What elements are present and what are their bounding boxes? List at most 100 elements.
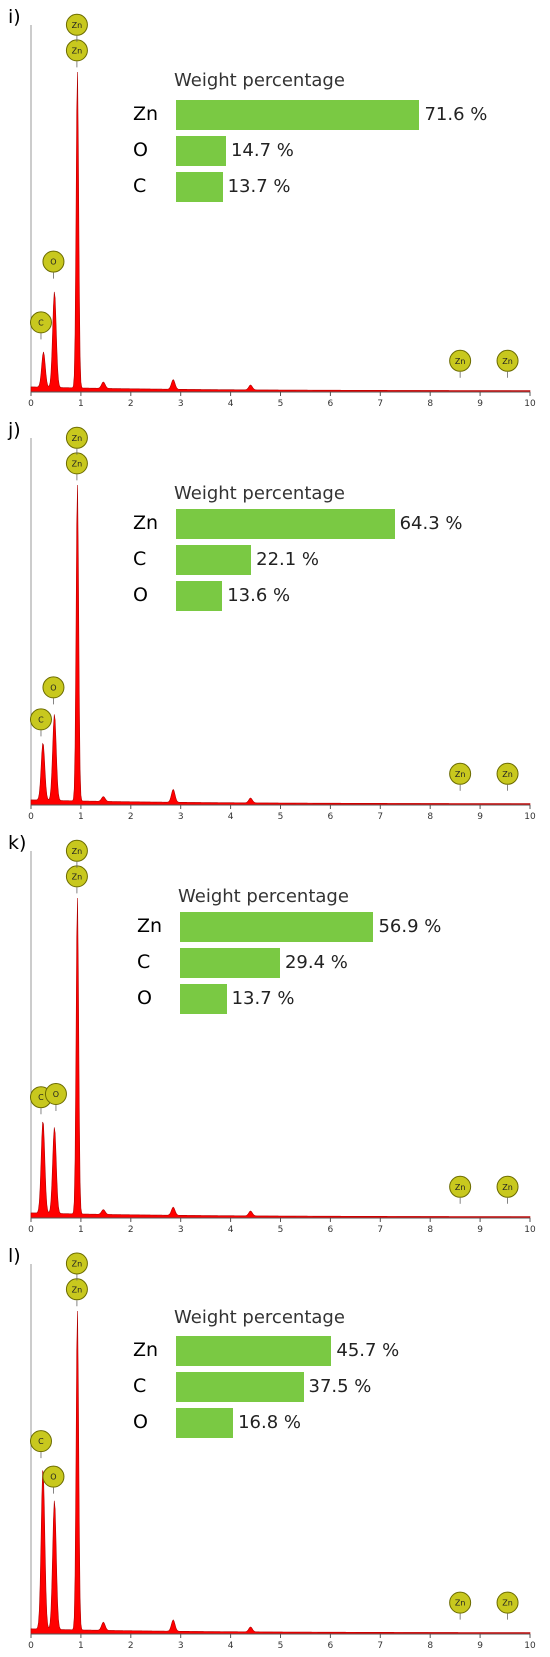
spectrum-area (30, 897, 531, 1219)
x-tick-label: 1 (78, 399, 84, 409)
eds-panel-j: j) 0 1 2 3 4 5 6 7 8 9 10 C O Zn Zn Zn Zn Weight percent… (0, 413, 550, 828)
element-marker: Zn (496, 1175, 519, 1204)
bar-value-label: 14.7 % (230, 140, 294, 161)
weight-bar (176, 136, 226, 166)
element-marker-label: C (38, 1437, 44, 1446)
element-marker-label: C (38, 715, 44, 724)
bar-row-zn: Zn 56.9 % (137, 912, 517, 942)
x-tick-label: 2 (128, 1225, 134, 1235)
bar-category-label: C (133, 548, 147, 570)
weight-bar (176, 545, 252, 575)
element-marker: C (29, 1430, 52, 1459)
element-marker-label: Zn (72, 847, 83, 856)
element-marker: Zn (65, 13, 88, 42)
element-marker-label: Zn (455, 770, 466, 779)
x-tick-label: 7 (377, 1641, 383, 1651)
x-tick-label: 3 (178, 399, 184, 409)
element-marker: C (29, 708, 52, 737)
element-marker: Zn (496, 1591, 519, 1620)
weight-bar (176, 581, 223, 611)
bar-value-label: 13.7 % (231, 988, 295, 1009)
bar-value-label: 71.6 % (424, 104, 488, 125)
element-marker-label: C (38, 318, 44, 327)
element-marker: Zn (65, 865, 88, 894)
x-tick-label: 1 (78, 1225, 84, 1235)
weight-bar (180, 984, 227, 1014)
bar-category-label: C (137, 951, 151, 973)
bar-value-label: 64.3 % (399, 513, 463, 534)
bar-row-c: C 29.4 % (137, 948, 517, 978)
element-marker-label: Zn (502, 357, 513, 366)
panel-label: l) (8, 1245, 21, 1267)
element-marker: Zn (449, 762, 472, 791)
element-marker-label: Zn (72, 459, 83, 468)
element-marker-label: Zn (72, 21, 83, 30)
bar-category-label: Zn (133, 1339, 159, 1361)
panel-label: i) (8, 6, 21, 28)
element-marker-label: O (50, 1473, 56, 1482)
x-tick-label: 9 (477, 1641, 483, 1651)
bar-category-label: Zn (137, 915, 163, 937)
x-tick-label: 4 (228, 812, 234, 822)
element-marker-label: Zn (72, 1285, 83, 1294)
x-tick-label: 9 (477, 812, 483, 822)
x-tick-label: 7 (377, 812, 383, 822)
bar-value-label: 16.8 % (238, 1412, 302, 1433)
x-tick-label: 4 (228, 1225, 234, 1235)
weight-percentage-title: Weight percentage (174, 483, 345, 504)
element-marker-label: Zn (72, 1259, 83, 1268)
element-marker: Zn (65, 839, 88, 868)
weight-bar (176, 172, 223, 202)
x-tick-label: 0 (28, 812, 34, 822)
x-tick-label: 6 (328, 399, 334, 409)
element-marker: Zn (449, 349, 472, 378)
bar-category-label: O (133, 584, 148, 606)
bar-value-label: 56.9 % (378, 916, 442, 937)
x-tick-label: 0 (28, 1225, 34, 1235)
bar-row-o: O 13.7 % (137, 984, 517, 1014)
x-tick-label: 3 (178, 1641, 184, 1651)
x-tick-label: 6 (328, 1225, 334, 1235)
x-tick-label: 2 (128, 399, 134, 409)
element-marker: O (42, 1465, 65, 1494)
x-tick-label: 2 (128, 1641, 134, 1651)
x-tick-label: 0 (28, 399, 34, 409)
bar-category-label: O (133, 1411, 148, 1433)
element-marker-label: Zn (502, 770, 513, 779)
bar-value-label: 45.7 % (336, 1340, 400, 1361)
weight-bar (176, 1408, 234, 1438)
x-tick-label: 8 (427, 399, 433, 409)
x-tick-label: 7 (377, 1225, 383, 1235)
element-marker-label: Zn (455, 1183, 466, 1192)
x-tick-label: 9 (477, 399, 483, 409)
element-marker: Zn (65, 426, 88, 455)
x-tick-label: 5 (278, 1225, 284, 1235)
x-tick-label: 8 (427, 812, 433, 822)
spectrum-area (30, 484, 531, 806)
element-marker-label: Zn (72, 434, 83, 443)
element-marker-label: O (53, 1090, 59, 1099)
weight-percentage-title: Weight percentage (178, 886, 349, 907)
x-tick-label: 10 (524, 399, 536, 409)
element-marker: O (42, 676, 65, 705)
x-tick-label: 5 (278, 812, 284, 822)
panel-label: j) (8, 419, 21, 441)
element-marker: Zn (449, 1591, 472, 1620)
x-tick-label: 9 (477, 1225, 483, 1235)
element-marker: Zn (449, 1175, 472, 1204)
spectrum-area (30, 1310, 531, 1635)
bar-row-zn: Zn 64.3 % (133, 509, 513, 539)
x-tick-label: 5 (278, 1641, 284, 1651)
bar-value-label: 13.7 % (227, 176, 291, 197)
bar-value-label: 22.1 % (256, 549, 320, 570)
element-marker-label: Zn (455, 1599, 466, 1608)
weight-bar (180, 948, 280, 978)
spectrum-area (30, 71, 531, 393)
element-marker: Zn (65, 1252, 88, 1281)
bar-row-o: O 13.6 % (133, 581, 513, 611)
panel-label: k) (8, 832, 27, 854)
bar-category-label: O (133, 139, 148, 161)
x-tick-label: 5 (278, 399, 284, 409)
